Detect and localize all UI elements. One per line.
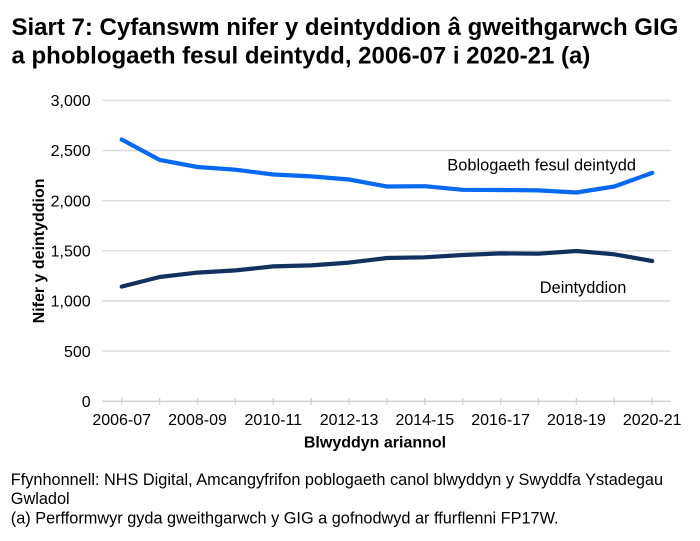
svg-text:Gwladol: Gwladol bbox=[11, 490, 70, 508]
svg-text:Ffynhonnell: NHS Digital, Amca: Ffynhonnell: NHS Digital, Amcangyfrifon … bbox=[11, 471, 663, 489]
svg-text:1,500: 1,500 bbox=[51, 244, 91, 261]
svg-text:Boblogaeth fesul deintydd: Boblogaeth fesul deintydd bbox=[447, 157, 636, 175]
svg-text:1,000: 1,000 bbox=[51, 294, 91, 311]
svg-text:Blwyddyn ariannol: Blwyddyn ariannol bbox=[304, 434, 446, 451]
svg-text:2014-15: 2014-15 bbox=[395, 412, 454, 429]
svg-text:2012-13: 2012-13 bbox=[320, 412, 379, 429]
svg-text:2008-09: 2008-09 bbox=[168, 412, 227, 429]
svg-text:2,000: 2,000 bbox=[51, 193, 91, 210]
svg-text:2020-21: 2020-21 bbox=[623, 412, 682, 429]
svg-text:2010-11: 2010-11 bbox=[245, 412, 303, 429]
svg-text:Siart 7: Cyfanswm nifer y dein: Siart 7: Cyfanswm nifer y deintyddion â … bbox=[12, 14, 679, 41]
svg-text:a phoblogaeth fesul deintydd,: a phoblogaeth fesul deintydd, 2006-07 i … bbox=[12, 43, 591, 70]
svg-text:Nifer y deintyddion: Nifer y deintyddion bbox=[31, 178, 48, 323]
svg-text:3,000: 3,000 bbox=[51, 93, 91, 110]
svg-text:2,500: 2,500 bbox=[51, 143, 91, 160]
svg-text:0: 0 bbox=[82, 394, 91, 411]
svg-text:(a) Perfformwyr gyda gweithgar: (a) Perfformwyr gyda gweithgarwch y GIG … bbox=[11, 510, 559, 528]
svg-text:2006-07: 2006-07 bbox=[92, 412, 151, 429]
svg-text:Deintyddion: Deintyddion bbox=[540, 279, 627, 297]
svg-text:500: 500 bbox=[64, 344, 91, 361]
svg-text:2016-17: 2016-17 bbox=[471, 412, 530, 429]
svg-text:2018-19: 2018-19 bbox=[547, 412, 606, 429]
